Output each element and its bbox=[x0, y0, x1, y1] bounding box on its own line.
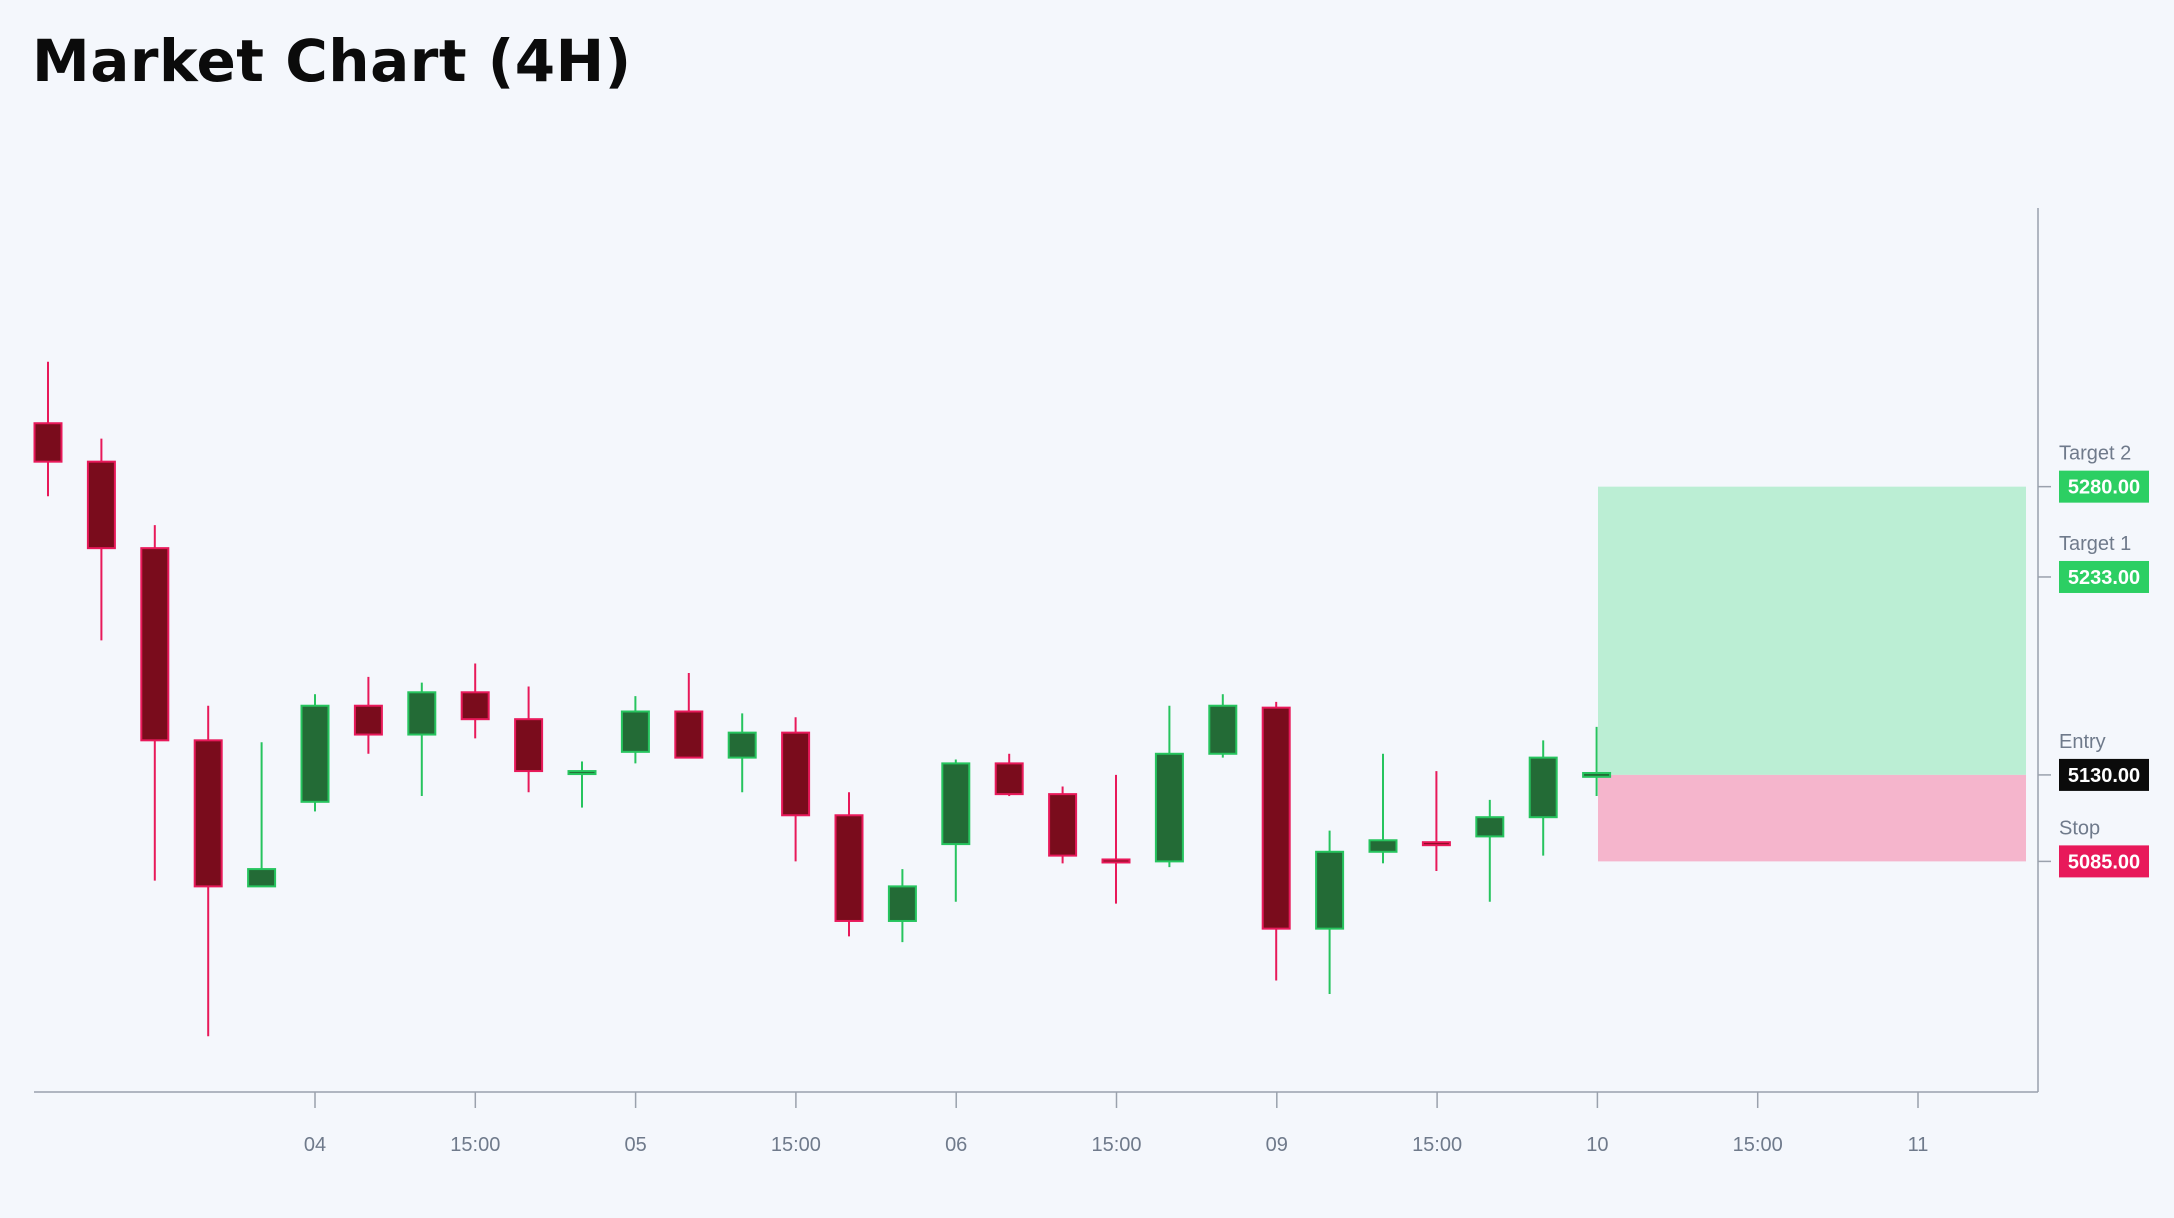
candle-body bbox=[620, 710, 650, 753]
candle[interactable] bbox=[140, 525, 170, 881]
candle[interactable] bbox=[1421, 771, 1451, 871]
entry-label: Entry bbox=[2059, 731, 2106, 753]
candle[interactable] bbox=[620, 696, 650, 764]
candle[interactable] bbox=[781, 717, 811, 862]
stop-price-value: 5085.00 bbox=[2068, 851, 2140, 873]
trade-levels-layer: Target 2 5280.00 Target 1 5233.00 Entry 5130.… bbox=[2038, 443, 2149, 878]
candle[interactable] bbox=[887, 869, 917, 943]
candle-body bbox=[33, 422, 63, 463]
candle[interactable] bbox=[1154, 705, 1184, 868]
candle[interactable] bbox=[193, 705, 223, 1037]
candle-body bbox=[674, 710, 704, 759]
candle-body bbox=[1368, 839, 1398, 853]
candle-body bbox=[1528, 756, 1558, 819]
candle[interactable] bbox=[33, 361, 63, 497]
entry-price-tag bbox=[2059, 758, 2149, 791]
x-tick-label: 04 bbox=[304, 1134, 326, 1156]
candle[interactable] bbox=[1101, 774, 1131, 904]
candle[interactable] bbox=[727, 713, 757, 793]
candle-body bbox=[247, 868, 277, 888]
stop-zone bbox=[1598, 774, 2026, 862]
candle-body bbox=[567, 770, 597, 776]
candle-body bbox=[887, 885, 917, 922]
candle-body bbox=[1208, 704, 1238, 755]
candle[interactable] bbox=[1528, 740, 1558, 856]
x-tick-label: 15:00 bbox=[450, 1134, 500, 1156]
candle[interactable] bbox=[674, 673, 704, 759]
candle-body bbox=[514, 718, 544, 773]
x-tick-label: 11 bbox=[1908, 1134, 1929, 1156]
trade-zones bbox=[1598, 486, 2026, 862]
candle[interactable] bbox=[407, 682, 437, 797]
x-tick-label: 05 bbox=[624, 1134, 646, 1156]
candle-body bbox=[353, 704, 383, 736]
target-2-price-value: 5280.00 bbox=[2068, 477, 2140, 499]
x-tick-label: 10 bbox=[1586, 1134, 1608, 1156]
candle[interactable] bbox=[1368, 753, 1398, 864]
x-tick-label: 09 bbox=[1266, 1134, 1288, 1156]
candle-body bbox=[1101, 858, 1131, 864]
candle-body bbox=[140, 547, 170, 742]
candle-body bbox=[727, 731, 757, 759]
candle-body bbox=[1154, 752, 1184, 863]
target-zone bbox=[1598, 486, 2026, 775]
candle[interactable] bbox=[1048, 786, 1078, 864]
candle-body bbox=[1421, 841, 1451, 847]
candle-body bbox=[941, 762, 971, 846]
stop-price-tag bbox=[2059, 845, 2149, 878]
x-tick-label: 15:00 bbox=[1412, 1134, 1462, 1156]
candle[interactable] bbox=[1582, 726, 1612, 797]
candle[interactable] bbox=[567, 761, 597, 808]
candle[interactable] bbox=[941, 759, 971, 902]
candle[interactable] bbox=[247, 742, 277, 888]
candle-body bbox=[1048, 793, 1078, 857]
candle[interactable] bbox=[353, 676, 383, 754]
x-tick-label: 15:00 bbox=[771, 1134, 821, 1156]
x-tick-label: 15:00 bbox=[1733, 1134, 1783, 1156]
entry-level: Entry 5130.00 bbox=[2038, 731, 2149, 791]
candles-layer[interactable] bbox=[33, 361, 1612, 1037]
page-title: Market Chart (4H) bbox=[32, 27, 632, 95]
target-2-level: Target 2 5280.00 bbox=[2038, 443, 2149, 503]
candle-body bbox=[781, 731, 811, 817]
target-1-price-tag bbox=[2059, 560, 2149, 593]
candle-body bbox=[834, 814, 864, 922]
candle[interactable] bbox=[1261, 701, 1291, 981]
target-2-price-tag bbox=[2059, 470, 2149, 503]
candle-body bbox=[193, 739, 223, 888]
axes-layer: 04 15:00 05 15:00 06 15:00 09 15:00 10 15:00 11 bbox=[34, 208, 2039, 1156]
candle[interactable] bbox=[300, 694, 330, 812]
candle[interactable] bbox=[834, 792, 864, 937]
candle-body bbox=[86, 460, 116, 550]
candle[interactable] bbox=[994, 753, 1024, 797]
candle[interactable] bbox=[514, 686, 544, 793]
x-tick-label: 06 bbox=[945, 1134, 967, 1156]
candle-body bbox=[1315, 850, 1345, 930]
target-2-label: Target 2 bbox=[2059, 443, 2131, 465]
candle[interactable] bbox=[1315, 830, 1345, 994]
stop-label: Stop bbox=[2059, 817, 2100, 839]
candle-body bbox=[407, 691, 437, 736]
candle-body bbox=[460, 691, 490, 721]
stop-level: Stop 5085.00 bbox=[2038, 817, 2149, 878]
candle-body bbox=[994, 762, 1024, 796]
target-1-price-value: 5233.00 bbox=[2068, 567, 2140, 589]
candle-body bbox=[1475, 816, 1505, 838]
target-1-level: Target 1 5233.00 bbox=[2038, 533, 2149, 593]
target-1-label: Target 1 bbox=[2059, 533, 2131, 555]
candle[interactable] bbox=[460, 663, 490, 739]
x-tick-label: 15:00 bbox=[1091, 1134, 1141, 1156]
candle[interactable] bbox=[86, 438, 116, 641]
candle-body bbox=[300, 704, 330, 803]
entry-price-value: 5130.00 bbox=[2068, 765, 2140, 787]
candle-body bbox=[1582, 771, 1612, 778]
candle[interactable] bbox=[1208, 694, 1238, 758]
candle[interactable] bbox=[1475, 799, 1505, 902]
candle-body bbox=[1261, 706, 1291, 930]
